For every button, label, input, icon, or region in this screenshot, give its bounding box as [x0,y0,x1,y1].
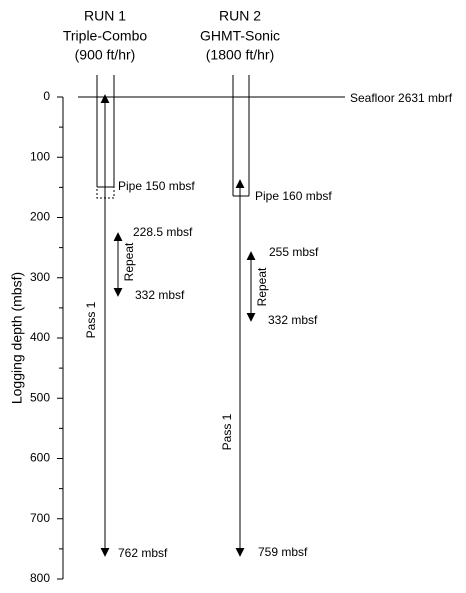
depth-axis: Logging depth (mbsf) 0 100 200 300 400 500 600… [9,89,64,585]
tick-label: 400 [30,330,50,344]
run-speed: (1800 ft/hr) [206,47,274,63]
repeat-top-label: 228.5 mbsf [133,225,193,239]
run-tool: GHMT-Sonic [200,28,280,44]
pipe-label: Pipe 150 mbsf [118,179,195,193]
run-speed: (900 ft/hr) [75,47,136,63]
pipe-label: Pipe 160 mbsf [255,189,332,203]
bottom-label: 759 mbsf [258,545,308,559]
repeat-label: Repeat [122,242,136,281]
tick-label: 600 [30,451,50,465]
pass-label: Pass 1 [220,413,234,450]
pass-label: Pass 1 [84,301,98,338]
repeat-top-label: 255 mbsf [269,245,319,259]
run-title: RUN 1 [84,8,126,24]
tick-label: 300 [30,270,50,284]
tick-label: 100 [30,149,50,163]
tick-label: 700 [30,511,50,525]
axis-label: Logging depth (mbsf) [9,272,25,404]
run-tool: Triple-Combo [63,28,147,44]
repeat-bottom-label: 332 mbsf [135,288,185,302]
run-title: RUN 2 [219,8,261,24]
bottom-label: 762 mbsf [118,546,168,560]
repeat-label: Repeat [255,267,269,306]
tick-label: 800 [30,571,50,585]
tick-label: 200 [30,210,50,224]
tick-label: 500 [30,390,50,404]
seafloor-label: Seafloor 2631 mbrf [350,91,453,105]
repeat-bottom-label: 332 mbsf [268,313,318,327]
tick-label: 0 [43,89,50,103]
